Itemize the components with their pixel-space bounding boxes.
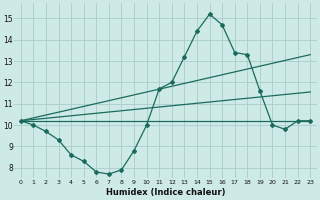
- X-axis label: Humidex (Indice chaleur): Humidex (Indice chaleur): [106, 188, 225, 197]
